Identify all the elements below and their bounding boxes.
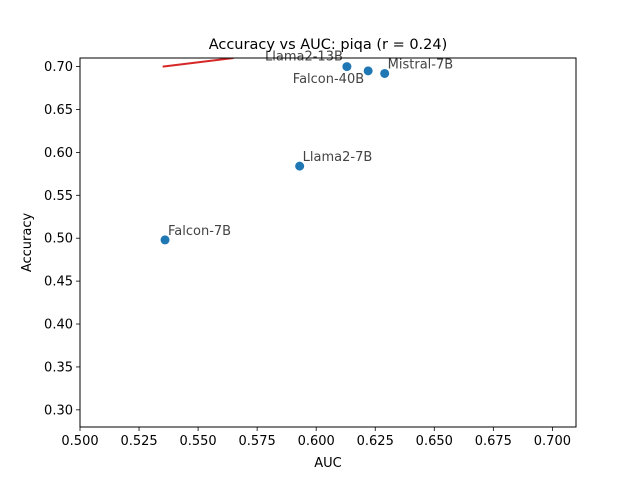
plot-frame	[79, 57, 577, 428]
data-point	[380, 68, 390, 78]
data-point	[363, 66, 373, 76]
x-tick-label: 0.625	[357, 434, 394, 449]
trend-line	[162, 58, 234, 68]
y-tick-label: 0.35	[44, 360, 73, 375]
x-tick-label: 0.675	[475, 434, 512, 449]
y-axis-label: Accuracy	[20, 213, 35, 273]
x-tick-label: 0.700	[534, 434, 571, 449]
x-tick-label: 0.575	[239, 434, 276, 449]
y-tick-label: 0.55	[44, 189, 73, 204]
point-label: Mistral-7B	[388, 57, 454, 72]
point-label: Falcon-7B	[168, 224, 231, 239]
y-tick-label: 0.60	[44, 146, 73, 161]
y-tick-label: 0.45	[44, 275, 73, 290]
y-tick-label: 0.65	[44, 103, 73, 118]
x-tick-label: 0.550	[179, 434, 216, 449]
point-label: Llama2-13B	[265, 50, 343, 65]
x-tick-label: 0.525	[120, 434, 157, 449]
x-tick-label: 0.650	[416, 434, 453, 449]
data-point	[295, 161, 305, 171]
y-tick-label: 0.40	[44, 318, 73, 333]
x-axis-label: AUC	[314, 456, 342, 471]
y-tick-label: 0.50	[44, 232, 73, 247]
chart-title: Accuracy vs AUC: piqa (r = 0.24)	[209, 37, 448, 53]
y-tick-label: 0.30	[44, 403, 73, 418]
data-point	[160, 235, 170, 245]
y-tick-label: 0.70	[44, 60, 73, 75]
x-tick-label: 0.500	[61, 434, 98, 449]
point-label: Falcon-40B	[293, 72, 364, 87]
data-point	[342, 62, 352, 72]
point-label: Llama2-7B	[303, 150, 373, 165]
x-tick-label: 0.600	[298, 434, 335, 449]
